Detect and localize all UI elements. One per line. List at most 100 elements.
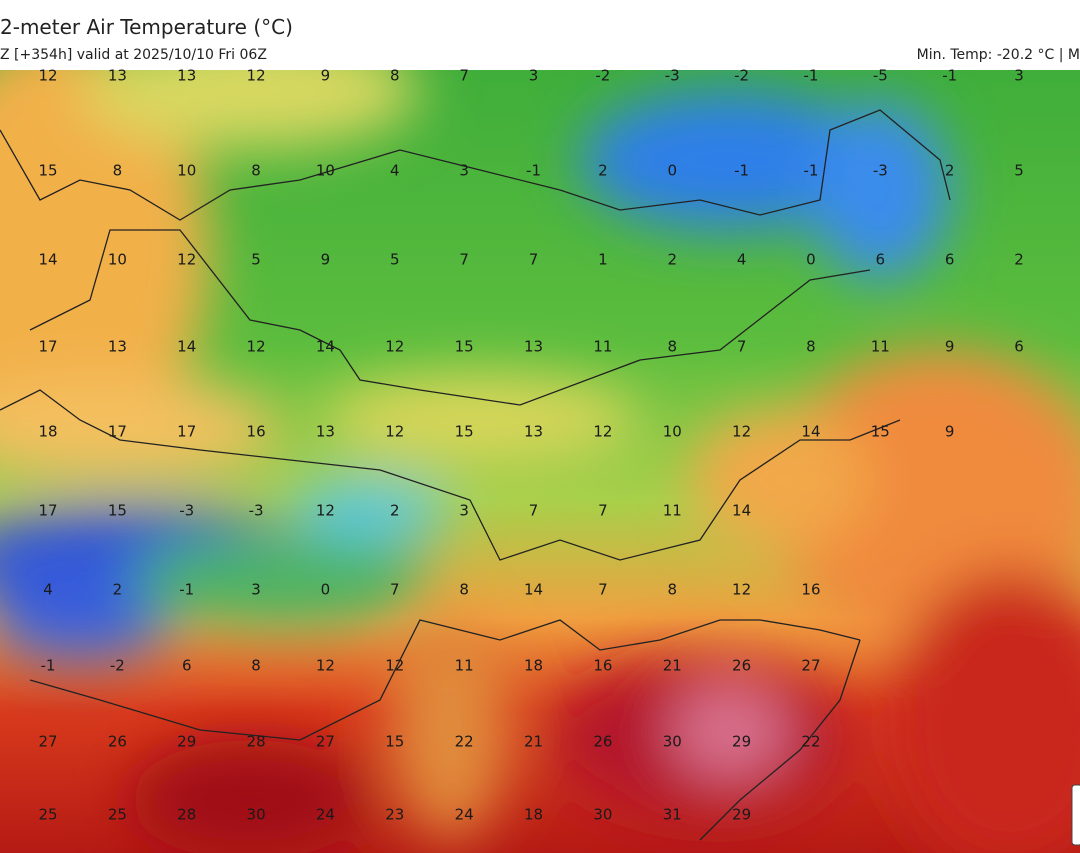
temperature-label: 11 bbox=[593, 338, 612, 356]
temperature-field bbox=[0, 70, 1080, 853]
temperature-label: 18 bbox=[524, 806, 543, 824]
temperature-label: 12 bbox=[316, 502, 335, 520]
temperature-label: 22 bbox=[801, 733, 820, 751]
temperature-label: 14 bbox=[524, 581, 543, 599]
temperature-label: 24 bbox=[316, 806, 335, 824]
temperature-label: 30 bbox=[593, 806, 612, 824]
temperature-label: -1 bbox=[942, 67, 957, 85]
temperature-label: 31 bbox=[663, 806, 682, 824]
temperature-label: 10 bbox=[663, 423, 682, 441]
temperature-label: 2 bbox=[113, 581, 123, 599]
temperature-label: 13 bbox=[524, 338, 543, 356]
temperature-label: 12 bbox=[385, 657, 404, 675]
temperature-label: 7 bbox=[737, 338, 747, 356]
temperature-label: 16 bbox=[801, 581, 820, 599]
temperature-label: 14 bbox=[316, 338, 335, 356]
temperature-label: 12 bbox=[177, 251, 196, 269]
temperature-label: 8 bbox=[113, 162, 123, 180]
temperature-label: 12 bbox=[593, 423, 612, 441]
temperature-label: 17 bbox=[177, 423, 196, 441]
temperature-label: -2 bbox=[734, 67, 749, 85]
temperature-label: 15 bbox=[455, 338, 474, 356]
temperature-label: 2 bbox=[1014, 251, 1024, 269]
temperature-label: 13 bbox=[108, 67, 127, 85]
temperature-label: 14 bbox=[732, 502, 751, 520]
temperature-label: 12 bbox=[247, 338, 266, 356]
temperature-label: 22 bbox=[455, 733, 474, 751]
temperature-label: 8 bbox=[667, 338, 677, 356]
temperature-label: 7 bbox=[529, 502, 539, 520]
temperature-label: 0 bbox=[806, 251, 816, 269]
temperature-label: 29 bbox=[732, 733, 751, 751]
temperature-label: 12 bbox=[38, 67, 57, 85]
temperature-label: 13 bbox=[108, 338, 127, 356]
temperature-label: 15 bbox=[38, 162, 57, 180]
temperature-label: 17 bbox=[38, 338, 57, 356]
temperature-label: 15 bbox=[385, 733, 404, 751]
temperature-label: 12 bbox=[316, 657, 335, 675]
temperature-label: 11 bbox=[455, 657, 474, 675]
temperature-label: 29 bbox=[732, 806, 751, 824]
temperature-label: 7 bbox=[529, 251, 539, 269]
temperature-label: 15 bbox=[108, 502, 127, 520]
temperature-label: 18 bbox=[38, 423, 57, 441]
temperature-label: 18 bbox=[524, 657, 543, 675]
temperature-label: 26 bbox=[732, 657, 751, 675]
temperature-label: 2 bbox=[390, 502, 400, 520]
temperature-label: 8 bbox=[390, 67, 400, 85]
temperature-label: 12 bbox=[732, 581, 751, 599]
temperature-label: 17 bbox=[108, 423, 127, 441]
temperature-label: -1 bbox=[803, 162, 818, 180]
temperature-label: -3 bbox=[179, 502, 194, 520]
temperature-label: 11 bbox=[871, 338, 890, 356]
temperature-label: 7 bbox=[598, 502, 608, 520]
temperature-label: 7 bbox=[459, 67, 469, 85]
temperature-label: 14 bbox=[801, 423, 820, 441]
temperature-label: 28 bbox=[247, 733, 266, 751]
min-temp: Min. Temp: -20.2 °C | M bbox=[917, 47, 1080, 63]
temperature-label: 15 bbox=[455, 423, 474, 441]
temperature-label: -2 bbox=[110, 657, 125, 675]
temperature-label: 28 bbox=[177, 806, 196, 824]
temperature-label: 2 bbox=[667, 251, 677, 269]
temperature-label: 8 bbox=[251, 657, 261, 675]
temperature-label: 27 bbox=[38, 733, 57, 751]
temperature-label: 3 bbox=[459, 162, 469, 180]
temperature-label: 10 bbox=[108, 251, 127, 269]
temperature-label: 2 bbox=[945, 162, 955, 180]
temperature-label: 9 bbox=[321, 67, 331, 85]
temperature-label: 6 bbox=[876, 251, 886, 269]
temperature-label: 4 bbox=[737, 251, 747, 269]
temperature-label: 12 bbox=[385, 423, 404, 441]
temperature-label: -5 bbox=[873, 67, 888, 85]
temperature-label: 3 bbox=[251, 581, 261, 599]
temperature-label: 9 bbox=[321, 251, 331, 269]
temperature-label: 6 bbox=[182, 657, 192, 675]
temperature-label: 23 bbox=[385, 806, 404, 824]
temperature-label: 24 bbox=[455, 806, 474, 824]
temperature-label: 0 bbox=[667, 162, 677, 180]
temperature-label: 25 bbox=[108, 806, 127, 824]
temperature-label: 25 bbox=[38, 806, 57, 824]
temperature-label: 14 bbox=[177, 338, 196, 356]
temperature-label: 7 bbox=[598, 581, 608, 599]
temperature-label: 21 bbox=[524, 733, 543, 751]
temperature-label: 3 bbox=[459, 502, 469, 520]
temperature-label: 27 bbox=[801, 657, 820, 675]
temperature-label: 8 bbox=[251, 162, 261, 180]
temperature-label: -1 bbox=[803, 67, 818, 85]
temperature-label: -1 bbox=[734, 162, 749, 180]
temperature-label: 5 bbox=[390, 251, 400, 269]
temperature-label: 10 bbox=[316, 162, 335, 180]
temperature-label: 6 bbox=[945, 251, 955, 269]
temperature-label: -3 bbox=[873, 162, 888, 180]
temperature-label: 26 bbox=[593, 733, 612, 751]
temperature-label: 7 bbox=[390, 581, 400, 599]
temperature-label: 29 bbox=[177, 733, 196, 751]
temperature-label: 4 bbox=[390, 162, 400, 180]
map-title: 2-meter Air Temperature (°C) bbox=[0, 15, 293, 39]
temperature-label: 12 bbox=[732, 423, 751, 441]
temperature-label: 8 bbox=[667, 581, 677, 599]
